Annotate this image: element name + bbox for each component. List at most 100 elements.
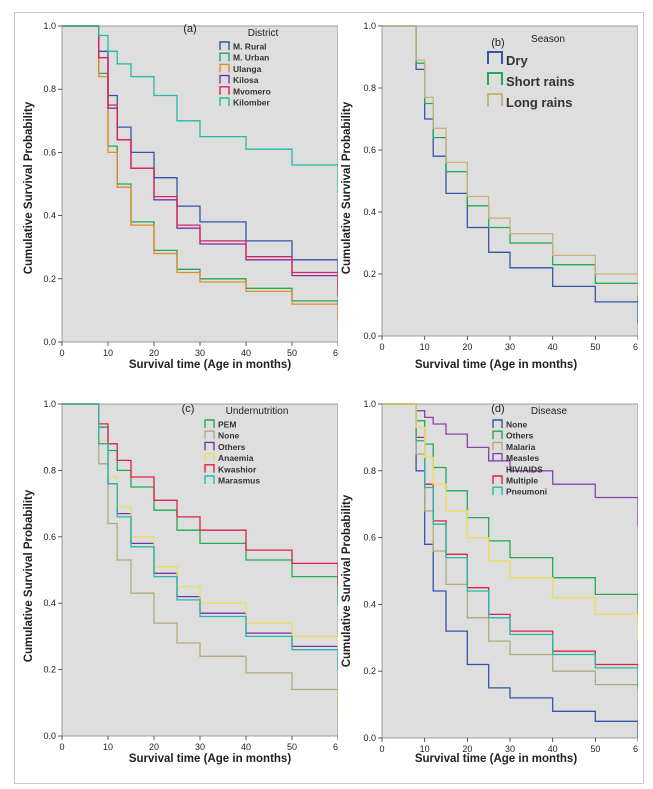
legend-swatch — [204, 441, 215, 451]
panel-label: (a) — [183, 23, 196, 35]
legend-swatch — [492, 419, 503, 428]
y-tick-label: 0.2 — [43, 274, 56, 284]
series-line-pneumoni — [382, 403, 638, 682]
legend-entry: Anaemia — [218, 453, 254, 463]
legend-entry: Dry — [506, 53, 528, 68]
series-line-dry — [382, 25, 638, 315]
legend-swatch — [204, 464, 215, 473]
y-axis-label: Cumulative Survival Probability — [23, 489, 35, 662]
x-tick-label: 20 — [462, 342, 472, 352]
plot-area — [381, 25, 638, 337]
panel-label: (d) — [491, 403, 504, 415]
legend-swatch — [487, 93, 503, 106]
chart-c: 0 10 20 30 40 50 60 0.0 0.2 0.4 0.6 0.8 1.0 Survival … — [23, 399, 338, 765]
legend-entry: Others — [506, 431, 534, 441]
legend-swatch — [219, 52, 230, 62]
x-tick-label: 30 — [195, 348, 205, 358]
legend-entry: Malaria — [506, 442, 536, 452]
legend-entry: Kwashior — [218, 464, 257, 474]
panel-label: (b) — [491, 37, 504, 49]
series-line-m-rural — [62, 25, 338, 276]
legend-entry: Pneumoni — [506, 487, 547, 497]
y-tick-label: 0.2 — [43, 665, 56, 675]
y-tick-label: 0.2 — [363, 666, 376, 676]
series-line-measles — [382, 403, 638, 518]
series-line-mvomero — [62, 25, 338, 286]
y-tick-label: 1.0 — [43, 21, 56, 31]
legend-swatch — [219, 86, 230, 95]
legend-swatch — [492, 441, 503, 451]
legend-entry: M. Urban — [233, 53, 269, 63]
legend-title: Season — [531, 34, 565, 45]
x-tick-label: 60 — [333, 348, 338, 358]
series-line-none — [382, 403, 638, 728]
y-tick-label: 0.0 — [43, 731, 56, 741]
x-axis-label: Survival time (Age in months) — [129, 359, 291, 371]
x-tick-label: 20 — [149, 742, 159, 752]
legend-entry: Ulanga — [233, 64, 262, 74]
x-tick-label: 0 — [59, 348, 64, 358]
x-axis-label: Survival time (Age in months) — [415, 753, 577, 765]
legend-swatch — [219, 97, 230, 106]
x-tick-label: 60 — [633, 744, 638, 754]
x-tick-label: 30 — [505, 342, 515, 352]
legend-entry: PEM — [218, 420, 236, 430]
legend-entry: None — [506, 420, 528, 430]
y-tick-label: 0.8 — [363, 466, 376, 476]
x-tick-label: 0 — [59, 742, 64, 752]
legend-swatch — [204, 452, 215, 462]
y-tick-label: 0.8 — [363, 83, 376, 93]
x-tick-label: 40 — [548, 744, 558, 754]
y-tick-label: 1.0 — [363, 399, 376, 409]
legend-swatch — [219, 74, 230, 84]
series-line-malaria — [382, 403, 638, 698]
x-tick-label: 20 — [149, 348, 159, 358]
x-tick-label: 0 — [379, 342, 384, 352]
legend-swatch — [487, 51, 503, 64]
series-line-unlabeled-7 — [382, 403, 638, 632]
y-tick-label: 0.4 — [43, 598, 56, 608]
legend-swatch — [492, 452, 503, 462]
series-line-marasmus — [62, 403, 338, 663]
x-tick-label: 50 — [590, 744, 600, 754]
y-tick-label: 0.2 — [363, 269, 376, 279]
x-tick-label: 50 — [590, 342, 600, 352]
x-tick-label: 30 — [195, 742, 205, 752]
legend-title: District — [248, 28, 279, 39]
legend-title: Undernutrition — [226, 406, 289, 417]
y-tick-label: 1.0 — [363, 21, 376, 31]
legend-entry: Kilomber — [233, 98, 271, 108]
legend-swatch — [204, 419, 215, 428]
y-tick-label: 0.6 — [363, 533, 376, 543]
legend-entry: Short rains — [506, 74, 575, 89]
x-tick-label: 50 — [287, 348, 297, 358]
x-tick-label: 20 — [462, 744, 472, 754]
series-line-none — [62, 403, 338, 703]
series-line-long-rains — [382, 25, 638, 287]
y-tick-label: 0.4 — [43, 211, 56, 221]
y-tick-label: 0.0 — [363, 331, 376, 341]
legend-swatch — [204, 430, 215, 440]
y-tick-label: 0.8 — [43, 84, 56, 94]
chart-b: 0 10 20 30 40 50 60 0.0 0.2 0.4 0.6 0.8 1.0 Survival … — [341, 21, 638, 371]
legend-entry: HIV/AIDS — [506, 464, 543, 474]
x-tick-label: 10 — [420, 744, 430, 754]
y-axis-label: Cumulative Survival Probability — [23, 101, 35, 274]
panel-label: (c) — [182, 403, 195, 415]
x-tick-label: 40 — [548, 342, 558, 352]
chart-a: 0 10 20 30 40 50 60 0.0 0.2 0.4 0.6 0.8 1.0 Survival … — [23, 21, 338, 371]
legend-entry: Long rains — [506, 95, 572, 110]
legend-title: Disease — [531, 406, 568, 417]
series-line-others — [382, 403, 638, 612]
x-axis-label: Survival time (Age in months) — [415, 359, 577, 371]
legend-entry: Mvomero — [233, 86, 271, 96]
y-axis-label: Cumulative Survival Probability — [341, 494, 353, 667]
legend-entry: Kilosa — [233, 75, 259, 85]
legend-swatch — [219, 41, 230, 50]
plot-area — [61, 403, 338, 737]
x-axis-label: Survival time (Age in months) — [129, 753, 291, 765]
series-line-ulanga — [62, 25, 338, 314]
x-tick-label: 60 — [333, 742, 338, 752]
y-tick-label: 0.0 — [43, 337, 56, 347]
x-tick-label: 50 — [287, 742, 297, 752]
